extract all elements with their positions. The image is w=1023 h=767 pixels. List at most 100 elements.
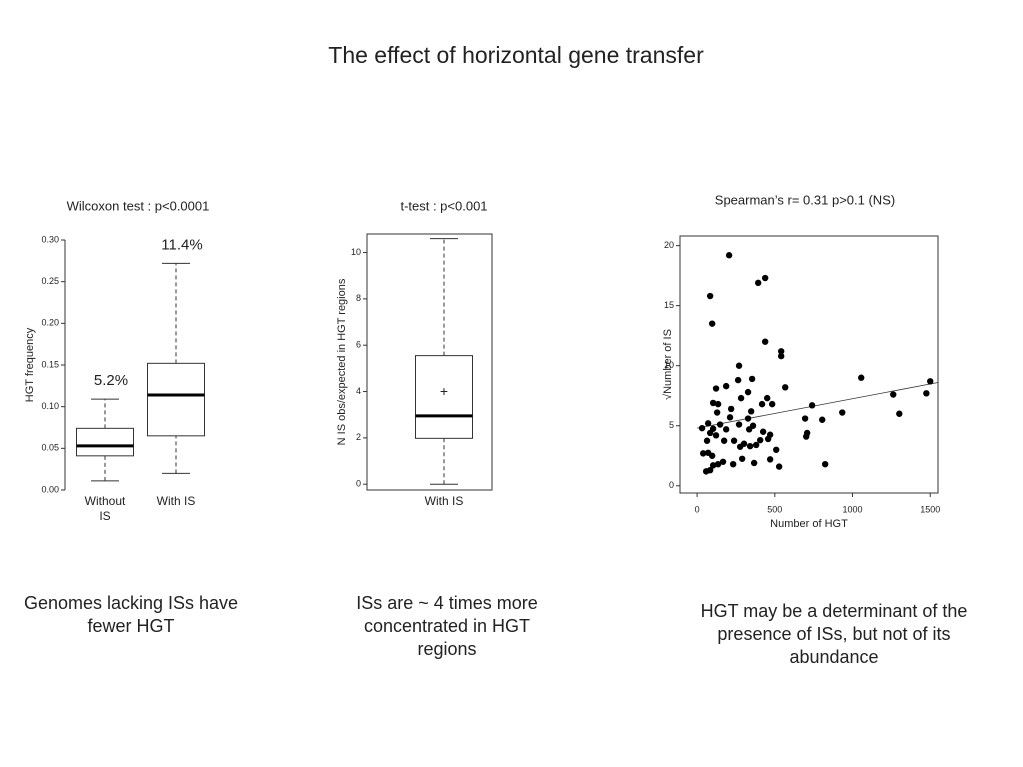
point [773,446,780,453]
point [706,292,714,300]
point [722,382,730,390]
caption: HGT may be a determinant of the presence… [700,601,968,667]
plot-frame [679,235,939,494]
point [858,374,865,381]
x-tick-label: 1500 [920,504,940,514]
point [768,400,776,408]
point [698,424,706,432]
point [752,441,760,449]
point [896,410,903,417]
point [801,415,809,422]
point [775,463,783,470]
point [738,455,746,462]
point [758,400,766,408]
point [726,414,734,421]
y-tick-label: 4 [356,386,361,396]
point [782,384,789,391]
y-tick-label: 0.25 [41,276,59,286]
y-axis-label: HGT frequency [24,327,36,402]
annotation: 5.2% [94,372,128,389]
y-tick-label: 0.20 [41,318,59,328]
point [702,468,710,475]
point [746,442,754,450]
caption: ISs are ~ 4 times more concentrated in H… [356,593,538,659]
caption: Genomes lacking ISs have fewer HGT [23,593,239,636]
point [744,388,752,396]
point [890,391,897,398]
point [761,338,769,345]
point [744,415,752,422]
trend-line [697,382,939,429]
box [76,427,134,457]
y-tick-label: 10 [664,360,674,370]
point [923,390,930,397]
point [727,405,735,413]
chart-title: Wilcoxon test : p<0.0001 [67,198,210,213]
point [763,394,771,402]
point [777,352,785,360]
point [704,420,712,427]
point [819,416,826,423]
chart-title: t-test : p<0.001 [400,198,487,213]
point [735,421,743,428]
point [761,274,769,282]
point [808,402,816,409]
plot-frame [366,233,493,491]
y-tick-label: 0.15 [41,359,59,369]
box [415,355,473,439]
y-tick-label: 2 [356,432,361,442]
y-tick-label: 0.05 [41,443,59,453]
x-tick-label: With IS [156,494,196,508]
point [725,252,733,259]
point [764,435,772,443]
point [709,462,717,469]
point [766,456,774,463]
x-tick-label: 1000 [843,504,863,514]
y-tick-label: 0 [669,480,674,490]
y-tick-label: 6 [356,340,361,350]
point [709,399,717,407]
point [712,385,720,392]
annotation: 11.4% [161,236,202,253]
point [735,362,743,369]
mean-marker: + [440,383,448,399]
x-tick-label: 0 [695,504,700,514]
point [839,409,846,416]
point [708,452,716,459]
y-tick-label: 5 [669,420,674,430]
point [745,426,753,433]
point [703,437,711,444]
y-axis-label: √Number of IS [662,329,674,400]
point [712,432,720,439]
y-tick-label: 20 [664,240,674,250]
point [777,348,785,355]
y-tick-label: 0 [356,479,361,489]
point [734,376,742,384]
point [737,394,745,402]
point [720,437,728,444]
box [147,362,205,437]
y-tick-label: 0.30 [41,234,59,244]
slide-title: The effect of horizontal gene transfer [328,42,704,68]
point [719,458,727,465]
point [716,421,724,428]
point [699,450,707,457]
point [747,408,755,415]
point [714,460,722,468]
y-tick-label: 15 [664,300,674,310]
x-tick-label: Without IS [84,494,126,523]
point [740,440,748,447]
point [713,409,721,416]
point [754,279,762,287]
point [708,320,716,327]
y-tick-label: 0.10 [41,401,59,411]
x-axis-label: Number of HGT [770,518,848,530]
y-tick-label: 0.00 [41,484,59,494]
x-tick-label: 500 [767,504,782,514]
point [759,428,767,435]
point [750,459,758,467]
point [756,436,764,444]
point [821,460,829,468]
